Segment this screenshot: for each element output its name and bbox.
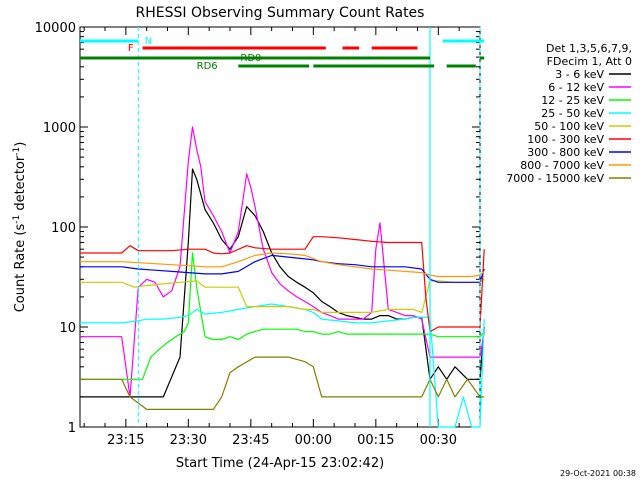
y-tick-label: 1000 <box>43 121 76 136</box>
legend-entry-label: 25 - 50 keV <box>541 107 604 120</box>
y-axis-label-superscript: -1 <box>12 147 22 156</box>
chart-title: RHESSI Observing Summary Count Rates <box>136 5 425 21</box>
series-line <box>80 252 485 380</box>
series-line <box>80 278 485 313</box>
x-tick-label: 23:45 <box>232 433 269 448</box>
flag-label-rd0: RD0 <box>240 53 261 64</box>
y-tick-label: 10 <box>59 321 76 336</box>
series-line <box>80 236 485 333</box>
legend-header-line: FDecim 1, Att 0 <box>547 55 632 68</box>
x-tick-label: 00:00 <box>295 433 332 448</box>
flag-label-f: F <box>128 43 134 54</box>
series-line <box>80 303 485 428</box>
x-tick-label: 23:30 <box>170 433 207 448</box>
y-axis-label: Count Rate (s-1 detector-1) <box>12 142 28 313</box>
y-axis-label-part: Count Rate (s <box>13 224 28 313</box>
y-axis-label-part: detector <box>13 155 28 215</box>
y-tick-labels: 1 10 100 1000 10000 <box>35 21 76 436</box>
legend-entry-label: 3 - 6 keV <box>555 68 604 81</box>
legend: Det 1,3,5,6,7,9, FDecim 1, Att 0 3 - 6 k… <box>506 42 632 185</box>
x-tick-label: 00:30 <box>420 433 457 448</box>
x-tick-labels: 23:15 23:30 23:45 00:00 00:15 00:30 <box>107 433 457 448</box>
series-lines <box>80 126 485 428</box>
x-axis-label: Start Time (24-Apr-15 23:02:42) <box>176 456 384 471</box>
series-line <box>80 356 485 410</box>
legend-header-line: Det 1,3,5,6,7,9, <box>546 42 632 55</box>
series-line <box>80 252 485 278</box>
legend-entry-label: 6 - 12 keV <box>548 81 604 94</box>
y-axis-label-superscript: -1 <box>12 215 22 224</box>
legend-entry-label: 800 - 7000 keV <box>520 159 604 172</box>
y-axis-label-part: ) <box>13 142 28 147</box>
generation-timestamp: 29-Oct-2021 00:38 <box>560 469 636 478</box>
x-tick-label: 23:15 <box>107 433 144 448</box>
annotation-marks: NF RD0 RD6 <box>80 27 485 427</box>
flag-label-n: N <box>145 36 152 47</box>
flag-label-rd6: RD6 <box>197 61 218 72</box>
x-tick-label: 00:15 <box>357 433 394 448</box>
y-tick-label: 1 <box>68 421 76 436</box>
y-tick-label: 100 <box>51 221 76 236</box>
legend-entry-label: 12 - 25 keV <box>541 94 604 107</box>
legend-entry-label: 300 - 800 keV <box>527 146 604 159</box>
legend-entry-label: 7000 - 15000 keV <box>506 172 604 185</box>
plot-area: 1 10 100 1000 10000 23:15 23:30 23:45 00:00 00:1… <box>35 21 485 448</box>
legend-entry-label: 100 - 300 keV <box>527 133 604 146</box>
y-tick-label: 10000 <box>35 21 76 36</box>
legend-entry-label: 50 - 100 keV <box>534 120 604 133</box>
